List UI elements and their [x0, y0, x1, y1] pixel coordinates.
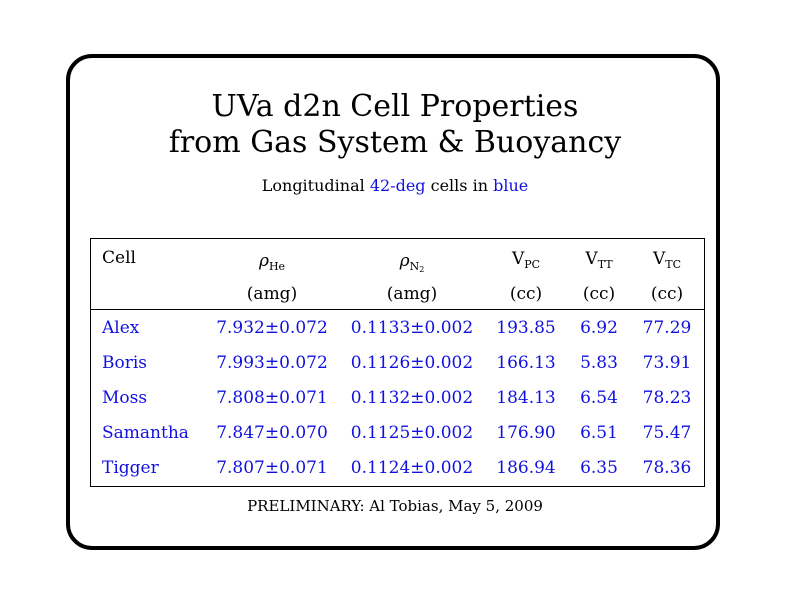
tc-subscript: TC	[665, 258, 682, 271]
rho-symbol: ρ	[399, 251, 410, 271]
row-moss-v-tt: 6.54	[580, 388, 618, 408]
row-boris-name: Boris	[102, 353, 148, 373]
row-alex-v-tc: 77.29	[642, 318, 692, 338]
row-alex-v-pc: 193.85	[496, 318, 556, 338]
row-moss-name: Moss	[102, 388, 148, 408]
row-tigger-name: Tigger	[102, 458, 159, 478]
n-subsubscript: 2	[419, 265, 425, 274]
row-boris-rho-n2: 0.1126±0.002	[350, 353, 474, 373]
row-alex-rho-he: 7.932±0.072	[216, 318, 328, 338]
header-cell: Cell	[102, 248, 136, 268]
v-symbol: V	[511, 249, 525, 269]
subtitle-pre: Longitudinal	[261, 176, 370, 195]
subtitle: Longitudinal 42-deg cells in blue	[66, 176, 724, 195]
row-moss-rho-n2: 0.1132±0.002	[350, 388, 474, 408]
row-moss-rho-he: 7.808±0.071	[216, 388, 328, 408]
subtitle-blue: blue	[493, 176, 529, 195]
unit-v-tc: (cc)	[650, 284, 684, 304]
slide-frame	[66, 54, 720, 550]
row-boris-rho-he: 7.993±0.072	[216, 353, 328, 373]
header-v-tt: VTT	[585, 249, 612, 271]
row-tigger-rho-he: 7.807±0.071	[216, 458, 328, 478]
tt-subscript: TT	[597, 258, 613, 271]
row-tigger-v-tc: 78.36	[642, 458, 692, 478]
subtitle-42deg: 42-deg	[369, 176, 426, 195]
footer-note: PRELIMINARY: Al Tobias, May 5, 2009	[247, 497, 543, 515]
row-samantha-name: Samantha	[102, 423, 189, 443]
v-symbol: V	[585, 249, 598, 269]
unit-rho-he: (amg)	[246, 284, 298, 304]
pc-subscript: PC	[524, 258, 541, 271]
row-boris-v-tt: 5.83	[580, 353, 618, 373]
row-tigger-v-pc: 186.94	[496, 458, 556, 478]
header-rho-he: ρHe	[259, 251, 285, 273]
title-line-1: UVa d2n Cell Properties	[211, 89, 579, 124]
header-rho-n2: ρN2	[400, 251, 425, 274]
subtitle-mid: cells in	[425, 176, 494, 195]
row-alex-v-tt: 6.92	[580, 318, 618, 338]
title-line-2: from Gas System & Buoyancy	[168, 125, 622, 160]
row-moss-v-tc: 78.23	[642, 388, 692, 408]
v-symbol: V	[652, 249, 666, 269]
row-boris-v-pc: 166.13	[496, 353, 556, 373]
n-subscript: N	[409, 260, 420, 273]
row-moss-v-pc: 184.13	[496, 388, 556, 408]
row-samantha-v-pc: 176.90	[496, 423, 556, 443]
header-v-pc: VPC	[512, 249, 540, 271]
unit-v-tt: (cc)	[582, 284, 616, 304]
properties-table	[90, 238, 705, 487]
header-rule	[90, 309, 705, 310]
row-samantha-v-tt: 6.51	[580, 423, 618, 443]
row-samantha-v-tc: 75.47	[642, 423, 692, 443]
rho-symbol: ρ	[258, 251, 269, 271]
row-alex-rho-n2: 0.1133±0.002	[350, 318, 474, 338]
header-v-tc: VTC	[653, 249, 681, 271]
unit-rho-n2: (amg)	[386, 284, 438, 304]
row-samantha-rho-he: 7.847±0.070	[216, 423, 328, 443]
he-subscript: He	[268, 260, 286, 273]
row-tigger-rho-n2: 0.1124±0.002	[350, 458, 474, 478]
row-alex-name: Alex	[102, 318, 140, 338]
row-samantha-rho-n2: 0.1125±0.002	[350, 423, 474, 443]
row-tigger-v-tt: 6.35	[580, 458, 618, 478]
row-boris-v-tc: 73.91	[642, 353, 692, 373]
unit-v-pc: (cc)	[509, 284, 543, 304]
